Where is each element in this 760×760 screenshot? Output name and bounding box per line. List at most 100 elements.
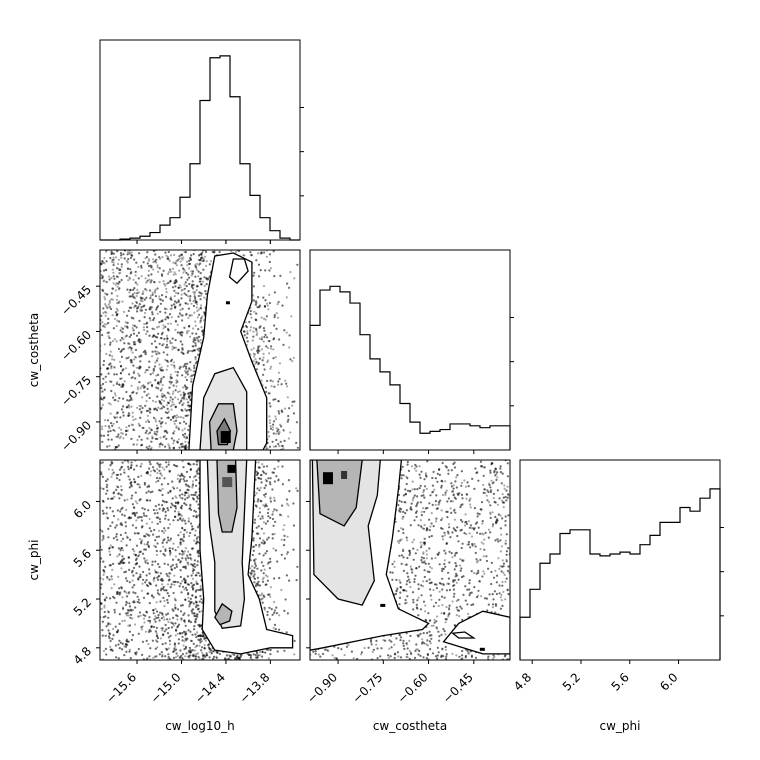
scatter-point: [180, 293, 183, 296]
scatter-point: [100, 387, 103, 390]
scatter-point: [138, 424, 141, 427]
scatter-point: [157, 373, 160, 376]
scatter-point: [160, 407, 163, 410]
scatter-point: [151, 311, 154, 314]
scatter-point: [201, 260, 204, 263]
scatter-point: [189, 361, 192, 364]
scatter-point: [178, 312, 181, 315]
scatter-point: [140, 275, 143, 278]
scatter-point: [105, 323, 108, 326]
histogram-bar: [540, 563, 550, 660]
scatter-point: [104, 298, 107, 301]
scatter-point: [122, 253, 125, 256]
scatter-point: [272, 445, 275, 448]
scatter-point: [162, 327, 165, 330]
scatter-point: [189, 361, 192, 364]
scatter-point: [199, 292, 202, 295]
scatter-point: [175, 264, 178, 267]
scatter-point: [140, 411, 143, 415]
scatter-point: [155, 386, 158, 389]
scatter-point: [132, 418, 135, 422]
scatter-point: [184, 432, 187, 435]
scatter-point: [201, 251, 204, 254]
scatter-point: [123, 342, 126, 345]
scatter-point: [196, 285, 199, 288]
scatter-point: [100, 397, 103, 401]
scatter-point: [190, 285, 193, 288]
scatter-point: [188, 259, 191, 262]
scatter-point: [252, 274, 255, 277]
scatter-point: [165, 291, 168, 294]
scatter-point: [183, 287, 186, 290]
scatter-point: [111, 287, 114, 290]
scatter-point: [234, 251, 238, 254]
scatter-point: [161, 344, 164, 347]
scatter-point: [160, 425, 163, 428]
scatter-point: [175, 419, 178, 422]
scatter-point: [138, 341, 141, 344]
scatter-point: [176, 259, 179, 262]
scatter-point: [126, 267, 130, 270]
scatter-point: [200, 283, 203, 286]
scatter-point: [198, 277, 202, 280]
scatter-point: [143, 322, 146, 326]
scatter-point: [186, 362, 189, 365]
scatter-point: [179, 333, 182, 336]
scatter-point: [254, 362, 257, 365]
scatter-point: [168, 392, 171, 395]
scatter-point: [131, 391, 134, 394]
scatter-point: [257, 361, 260, 365]
histogram-step-line: [519, 488, 721, 660]
scatter-point: [149, 408, 152, 411]
scatter-point: [169, 376, 172, 379]
scatter-point: [257, 361, 260, 365]
scatter-point: [184, 437, 187, 440]
scatter-point: [148, 307, 151, 311]
scatter-point: [142, 350, 145, 354]
scatter-point: [117, 400, 120, 403]
scatter-point: [168, 444, 171, 448]
scatter-point: [126, 261, 129, 264]
scatter-point: [286, 420, 289, 423]
scatter-point: [272, 338, 275, 341]
scatter-point: [259, 325, 262, 328]
scatter-point: [158, 297, 161, 300]
scatter-point: [199, 262, 202, 265]
scatter-point: [164, 411, 167, 414]
scatter-point: [161, 395, 164, 398]
scatter-point: [141, 292, 144, 295]
scatter-point: [114, 445, 117, 449]
scatter-point: [147, 420, 151, 423]
scatter-point: [107, 438, 110, 441]
scatter-point: [184, 444, 188, 447]
scatter-point: [161, 344, 164, 347]
scatter-point: [178, 257, 181, 260]
scatter-point: [127, 404, 130, 407]
scatter-point: [194, 344, 197, 347]
scatter-point: [151, 335, 154, 338]
scatter-point: [185, 293, 188, 296]
scatter-point: [167, 416, 170, 419]
scatter-point: [260, 338, 263, 341]
scatter-point: [102, 363, 105, 366]
scatter-point: [137, 339, 140, 342]
scatter-point: [273, 385, 276, 388]
scatter-point: [181, 258, 184, 261]
scatter-point: [185, 367, 188, 370]
scatter-point: [106, 293, 109, 296]
scatter-point: [117, 276, 120, 279]
histogram-bar: [150, 233, 160, 240]
scatter-point: [185, 387, 188, 391]
scatter-point: [169, 418, 173, 421]
scatter-point: [184, 444, 188, 447]
scatter-point: [119, 416, 122, 419]
scatter-point: [118, 397, 121, 400]
scatter-point: [143, 316, 146, 319]
scatter-point: [104, 419, 107, 422]
scatter-point: [185, 293, 188, 296]
scatter-point: [138, 435, 141, 438]
scatter-point: [179, 308, 182, 312]
scatter-point: [187, 316, 190, 319]
scatter-point: [173, 422, 176, 425]
scatter-point: [101, 277, 104, 280]
